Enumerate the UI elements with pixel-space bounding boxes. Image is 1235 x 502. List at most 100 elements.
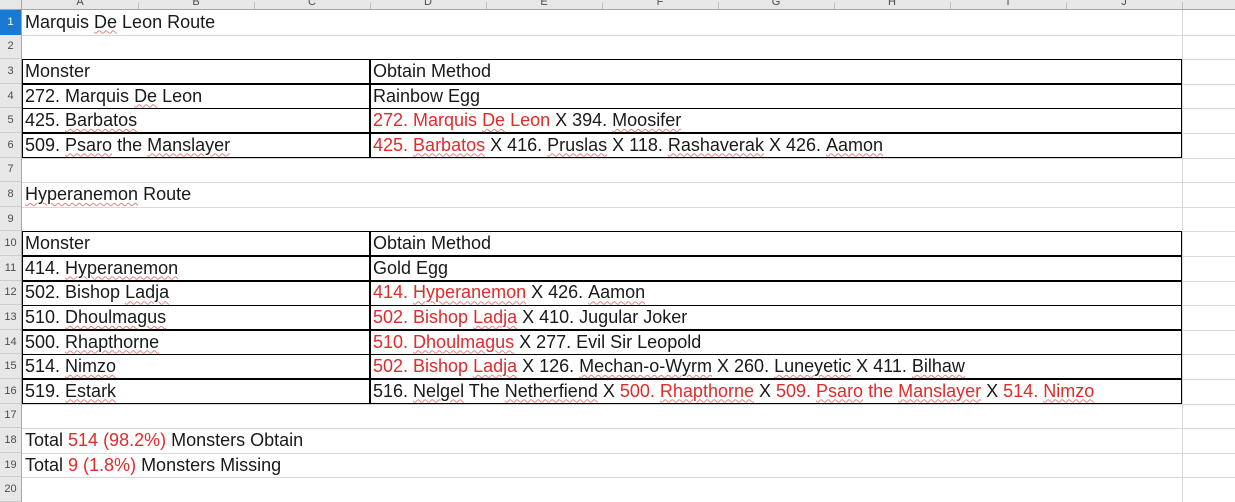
cell-A13[interactable]: 510. Dhoulmagus	[23, 305, 172, 330]
cell-text-misspelled: Nimzo	[1043, 380, 1095, 401]
column-header-G[interactable]: G	[771, 0, 781, 8]
gridline-vertical	[1182, 10, 1183, 502]
cell-text: 500.	[619, 380, 660, 401]
cell-text: Leon	[157, 85, 203, 106]
cell-text-misspelled: Ladja	[125, 282, 170, 303]
column-header-F[interactable]: F	[656, 0, 664, 8]
cell-text: 514.	[1003, 380, 1044, 401]
cell-text: Leon Route	[117, 11, 216, 32]
cell-text: Gold Egg	[373, 257, 449, 278]
gridline-horizontal	[22, 452, 1235, 454]
cell-A4[interactable]: 272. Marquis De Leon	[23, 84, 208, 109]
cell-text: X	[981, 380, 1004, 401]
cell-text: 425.	[373, 134, 414, 155]
row-header-10[interactable]: 10	[0, 231, 21, 256]
cell-A16[interactable]: 519. Estark	[23, 379, 122, 404]
cell-A6[interactable]: 509. Psaro the Manslayer	[23, 133, 236, 158]
cell-text-misspelled: Aamon	[825, 134, 884, 155]
cell-A11[interactable]: 414. Hyperanemon	[23, 256, 184, 281]
row-header-19[interactable]: 19	[0, 453, 21, 478]
cell-text: 509.	[25, 134, 66, 155]
cell-D12[interactable]: 414. Hyperanemon X 426. Aamon	[371, 281, 651, 306]
cell-text: 502. Bishop	[25, 282, 126, 303]
cell-text: Leon	[505, 110, 551, 131]
cell-text-misspelled: Bilhaw	[911, 356, 965, 377]
cell-text: 414.	[25, 257, 66, 278]
cell-text: Monster	[25, 233, 91, 254]
cell-text: X 426.	[526, 282, 589, 303]
cell-D16[interactable]: 516. Nelgel The Netherfiend X 500. Rhapt…	[371, 379, 1100, 404]
gridline-horizontal	[22, 206, 1235, 208]
row-header-11[interactable]: 11	[0, 256, 21, 281]
select-all-corner[interactable]	[0, 0, 22, 10]
cell-text: X 126.	[517, 356, 580, 377]
table-column-border	[369, 232, 371, 403]
cell-A1[interactable]: Marquis De Leon Route	[23, 10, 221, 35]
cell-text: Obtain Method	[373, 60, 492, 81]
cell-D10[interactable]: Obtain Method	[371, 231, 497, 256]
cell-text: 272. Marquis	[373, 110, 483, 131]
row-header-8[interactable]: 8	[0, 182, 21, 207]
cell-D3[interactable]: Obtain Method	[371, 59, 497, 84]
table-row-border	[23, 107, 1181, 110]
column-header-A[interactable]: A	[76, 0, 84, 8]
column-header-J[interactable]: J	[1121, 0, 1127, 8]
cell-A8[interactable]: Hyperanemon Route	[23, 182, 197, 207]
row-header-9[interactable]: 9	[0, 207, 21, 232]
column-header-H[interactable]: H	[888, 0, 896, 8]
column-header-D[interactable]: D	[424, 0, 432, 8]
row-header-6[interactable]: 6	[0, 133, 21, 158]
cell-D4[interactable]: Rainbow Egg	[371, 84, 486, 109]
cell-text-misspelled: Nimzo	[65, 356, 117, 377]
table-row-border	[23, 304, 1181, 307]
row-header-5[interactable]: 5	[0, 108, 21, 133]
cell-A12[interactable]: 502. Bishop Ladja	[23, 281, 175, 306]
cell-text: 9 (1.8%)	[68, 454, 137, 475]
cell-A14[interactable]: 500. Rhapthorne	[23, 330, 165, 355]
cell-D5[interactable]: 272. Marquis De Leon X 394. Moosifer	[371, 108, 687, 133]
cell-text: 502. Bishop	[373, 356, 474, 377]
cell-text: 516.	[373, 380, 414, 401]
cell-A10[interactable]: Monster	[23, 231, 96, 256]
cell-D6[interactable]: 425. Barbatos X 416. Pruslas X 118. Rash…	[371, 133, 889, 158]
gridline-horizontal	[22, 34, 1235, 36]
row-header-16[interactable]: 16	[0, 379, 21, 404]
row-header-13[interactable]: 13	[0, 305, 21, 330]
cell-text: X 277. Evil Sir Leopold	[514, 331, 702, 352]
column-header-separator	[718, 2, 719, 9]
row-header-17[interactable]: 17	[0, 404, 21, 429]
row-header-18[interactable]: 18	[0, 428, 21, 453]
column-header-separator	[602, 2, 603, 9]
row-header-14[interactable]: 14	[0, 330, 21, 355]
cell-D13[interactable]: 502. Bishop Ladja X 410. Jugular Joker	[371, 305, 693, 330]
cell-text: X 416.	[485, 134, 548, 155]
row-header-12[interactable]: 12	[0, 281, 21, 306]
cell-A18[interactable]: Total 514 (98.2%) Monsters Obtain	[23, 428, 309, 453]
cell-D15[interactable]: 502. Bishop Ladja X 126. Mechan-o-Wyrm X…	[371, 354, 971, 379]
cell-A5[interactable]: 425. Barbatos	[23, 108, 143, 133]
column-header-C[interactable]: C	[308, 0, 316, 8]
cell-D11[interactable]: Gold Egg	[371, 256, 454, 281]
cell-text-misspelled: Hyperanemon	[413, 282, 527, 303]
row-header-1[interactable]: 1	[0, 10, 21, 35]
row-header-15[interactable]: 15	[0, 354, 21, 379]
cell-A15[interactable]: 514. Nimzo	[23, 354, 122, 379]
row-header-4[interactable]: 4	[0, 84, 21, 109]
cell-text: The	[464, 380, 505, 401]
column-header-B[interactable]: B	[192, 0, 200, 8]
row-header-7[interactable]: 7	[0, 158, 21, 183]
column-header-I[interactable]: I	[1006, 0, 1010, 8]
cell-text: X 260.	[712, 356, 775, 377]
row-header-20[interactable]: 20	[0, 477, 21, 502]
column-header-separator	[486, 2, 487, 9]
column-header-E[interactable]: E	[540, 0, 548, 8]
cell-A3[interactable]: Monster	[23, 59, 96, 84]
row-header-2[interactable]: 2	[0, 35, 21, 60]
cell-text: 500.	[25, 331, 66, 352]
cell-A19[interactable]: Total 9 (1.8%) Monsters Missing	[23, 453, 287, 478]
cell-text-misspelled: Hyperanemon	[65, 257, 179, 278]
cell-D14[interactable]: 510. Dhoulmagus X 277. Evil Sir Leopold	[371, 330, 707, 355]
cell-text-misspelled: Manslayer	[898, 380, 982, 401]
row-header-3[interactable]: 3	[0, 59, 21, 84]
